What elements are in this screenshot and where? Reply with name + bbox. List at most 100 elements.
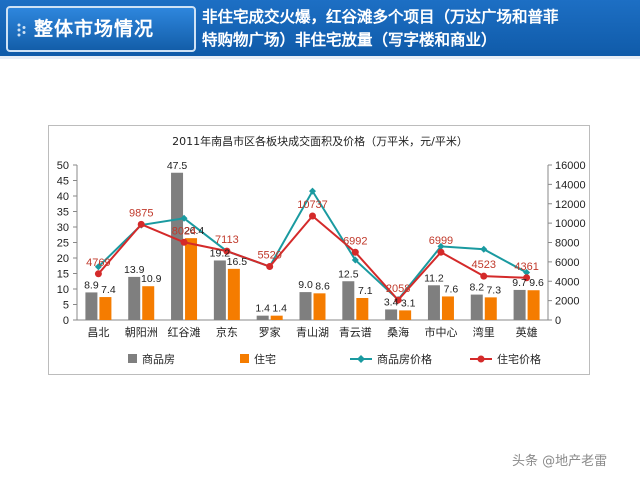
point-residential-price	[480, 272, 488, 280]
point-residential-price	[309, 212, 316, 220]
category-label: 朝阳洲	[125, 326, 158, 339]
point-commercial-price	[523, 269, 531, 277]
bar-commercial-label: 19.2	[210, 247, 231, 259]
chart-title: 2011年南昌市区各板块成交面积及价格（万平米，元/平米）	[172, 134, 468, 148]
bar-commercial-label: 1.4	[255, 303, 270, 315]
price-label: 6999	[429, 235, 453, 247]
header-banner: 整体市场情况 非住宅成交火爆，红谷滩多个项目（万达广场和普菲 特购物广场）非住宅…	[0, 0, 640, 58]
bar-residential-label: 16.5	[227, 256, 248, 268]
point-commercial-price	[480, 245, 488, 253]
header-divider	[0, 56, 640, 59]
left-tick-label: 35	[57, 207, 69, 219]
bar-residential-label: 1.4	[272, 303, 287, 315]
left-tick-label: 25	[57, 238, 69, 250]
bar-commercial-label: 8.9	[84, 279, 99, 291]
bar-residential-label: 8.6	[315, 280, 330, 292]
category-label: 青山湖	[296, 326, 329, 339]
bar-commercial-label: 13.9	[124, 264, 145, 276]
right-tick-label: 16000	[555, 160, 586, 172]
price-label: 4769	[86, 257, 110, 269]
point-residential-price	[223, 247, 231, 255]
price-label: 2058	[386, 283, 410, 295]
bar-commercial	[470, 294, 483, 320]
price-label: 10737	[297, 199, 328, 211]
right-tick-label: 2000	[555, 296, 579, 308]
bar-commercial	[427, 285, 440, 320]
category-label: 昌北	[87, 326, 109, 339]
right-tick-label: 14000	[555, 179, 586, 191]
subtitle-line-2: 特购物广场）非住宅放量（写字楼和商业）	[202, 31, 497, 49]
point-residential-price	[180, 238, 188, 246]
right-tick-label: 12000	[555, 199, 586, 211]
bar-commercial	[85, 292, 98, 320]
section-badge: 整体市场情况	[6, 6, 196, 52]
bar-residential-label: 7.1	[358, 285, 373, 297]
bar-residential	[227, 268, 240, 320]
bar-commercial	[128, 276, 141, 320]
bar-commercial-label: 12.5	[338, 268, 359, 280]
bar-commercial	[171, 172, 184, 320]
bar-commercial-label: 9.0	[298, 279, 313, 291]
price-label: 6992	[343, 235, 367, 247]
point-commercial-price	[309, 187, 316, 195]
price-label: 4523	[472, 259, 496, 271]
chart-frame	[48, 125, 590, 375]
point-residential-price	[137, 220, 145, 228]
left-tick-label: 20	[57, 253, 69, 265]
bar-residential	[185, 238, 198, 320]
point-commercial-price	[351, 256, 359, 264]
left-tick-label: 10	[57, 284, 69, 296]
page-title: 整体市场情况	[34, 18, 155, 40]
right-tick-label: 10000	[555, 218, 586, 230]
bar-commercial-label: 11.2	[424, 272, 444, 284]
bar-commercial	[385, 309, 398, 320]
category-label: 英雄	[516, 325, 538, 339]
point-residential-price	[394, 296, 402, 304]
bar-residential-label: 3.1	[401, 297, 416, 309]
point-residential-price	[266, 263, 274, 271]
category-label: 湾里	[473, 325, 495, 339]
bar-residential-label: 7.6	[444, 283, 459, 295]
price-label: 8024	[172, 225, 196, 237]
price-label: 5520	[257, 250, 281, 262]
point-residential-price	[94, 270, 102, 278]
legend-marker-commercial-price	[357, 355, 365, 363]
right-tick-label: 4000	[555, 276, 579, 288]
watermark: 头条 @地产老雷	[512, 454, 608, 469]
point-commercial-price	[180, 214, 188, 222]
left-tick-label: 50	[57, 160, 69, 172]
bar-residential-label: 7.3	[486, 284, 501, 296]
legend-label-commercial-price: 商品房价格	[377, 352, 432, 366]
bar-residential	[99, 297, 112, 320]
left-tick-label: 45	[57, 176, 69, 188]
right-tick-label: 6000	[555, 257, 579, 269]
point-commercial-price	[94, 263, 102, 271]
bar-commercial-label: 47.5	[167, 160, 188, 172]
bar-commercial	[513, 289, 526, 320]
bar-residential	[527, 290, 540, 320]
subtitle-line-1: 非住宅成交火爆，红谷滩多个项目（万达广场和普菲	[202, 8, 559, 26]
price-label: 7113	[215, 234, 239, 246]
bar-commercial	[213, 260, 226, 320]
legend-label-residential: 住宅	[254, 352, 276, 366]
bar-residential-label: 7.4	[101, 284, 116, 296]
bar-commercial	[299, 292, 312, 320]
price-label: 9875	[129, 207, 153, 219]
category-label: 桑海	[387, 325, 409, 339]
bar-commercial	[256, 315, 269, 320]
bar-commercial-label: 9.7	[512, 277, 527, 289]
bar-commercial-label: 3.4	[384, 296, 399, 308]
bar-residential	[484, 297, 497, 320]
bar-residential-label: 10.9	[141, 273, 162, 285]
bar-residential	[313, 293, 326, 320]
dots-icon	[17, 23, 26, 37]
bar-residential-label: 9.6	[529, 277, 544, 289]
left-tick-label: 40	[57, 191, 69, 203]
bar-residential	[356, 297, 369, 320]
left-tick-label: 0	[63, 315, 69, 327]
category-label: 红谷滩	[168, 325, 201, 339]
left-tick-label: 5	[63, 300, 69, 312]
point-residential-price	[523, 274, 531, 282]
category-label: 青云谱	[339, 325, 372, 339]
point-residential-price	[351, 248, 359, 256]
